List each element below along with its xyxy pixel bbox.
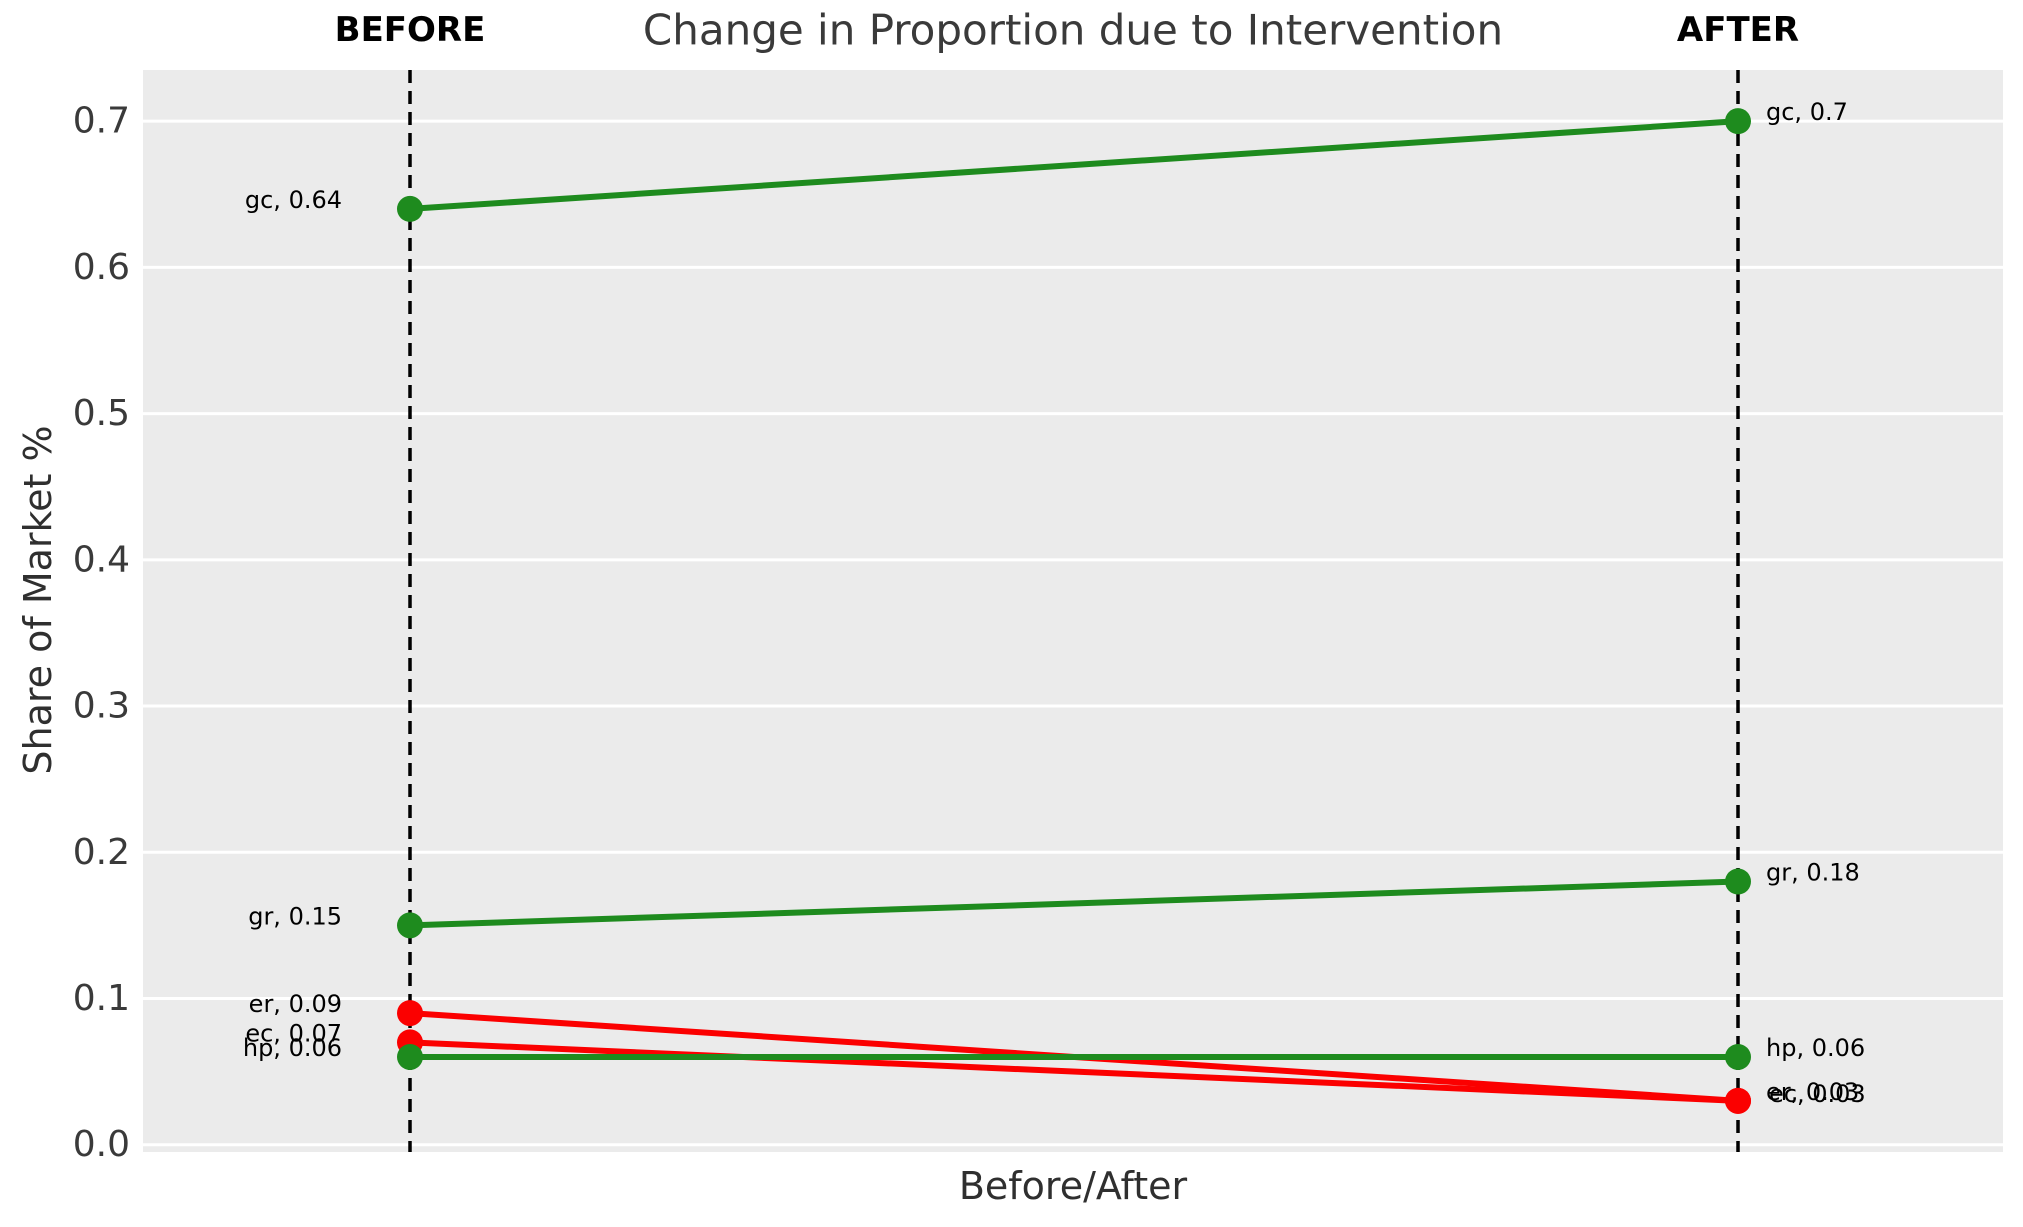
point-label-gc-before: gc, 0.64 (245, 186, 342, 214)
point-label-er-before: er, 0.09 (249, 990, 342, 1018)
y-tick-label: 0.3 (73, 686, 130, 727)
y-tick-label: 0.4 (73, 539, 130, 580)
point-er-before (397, 1000, 423, 1027)
point-label-hp-after: hp, 0.06 (1766, 1034, 1865, 1062)
series-line-gc (409, 118, 1739, 212)
point-label-ec-before: ec, 0.07 (245, 1019, 342, 1047)
x-axis-label: Before/After (959, 1164, 1188, 1208)
point-gr-after (1725, 868, 1751, 895)
point-ec-after (1725, 1087, 1751, 1114)
y-tick-label: 0.6 (73, 247, 130, 288)
y-axis-tick-layer: 0.0 0.1 0.2 0.3 0.4 0.5 0.6 0.7 (73, 101, 130, 1166)
y-tick-label: 0.2 (73, 832, 130, 873)
point-label-hp-before: hp, 0.06 (243, 1034, 342, 1062)
series-layer (397, 108, 1751, 1114)
chart-title: Change in Proportion due to Intervention (643, 6, 1503, 55)
point-label-gc-after: gc, 0.7 (1766, 98, 1848, 126)
point-label-ec-after: ec, 0.03 (1769, 1080, 1866, 1108)
series-line-gr (409, 878, 1739, 929)
y-tick-label: 0.0 (73, 1124, 130, 1165)
point-hp-before (397, 1043, 423, 1070)
gridline-layer (143, 119, 2003, 1147)
point-label-gr-before: gr, 0.15 (248, 902, 342, 930)
y-tick-label: 0.1 (73, 978, 130, 1019)
y-axis-label: Share of Market % (16, 425, 60, 774)
column-label-after: AFTER (1677, 10, 1799, 50)
category-guide-layer (408, 70, 1740, 1152)
y-tick-label: 0.5 (73, 393, 130, 434)
series-line-ec (409, 1039, 1739, 1104)
plot-area (143, 70, 2003, 1152)
point-label-er-after: er, 0.03 (1766, 1078, 1859, 1106)
y-tick-label: 0.7 (73, 101, 130, 142)
column-label-before: BEFORE (335, 10, 486, 50)
point-label-gr-after: gr, 0.18 (1766, 859, 1860, 887)
point-gc-after (1725, 108, 1751, 135)
point-hp-after (1725, 1043, 1751, 1070)
point-gr-before (397, 912, 423, 939)
point-gc-before (397, 195, 423, 222)
